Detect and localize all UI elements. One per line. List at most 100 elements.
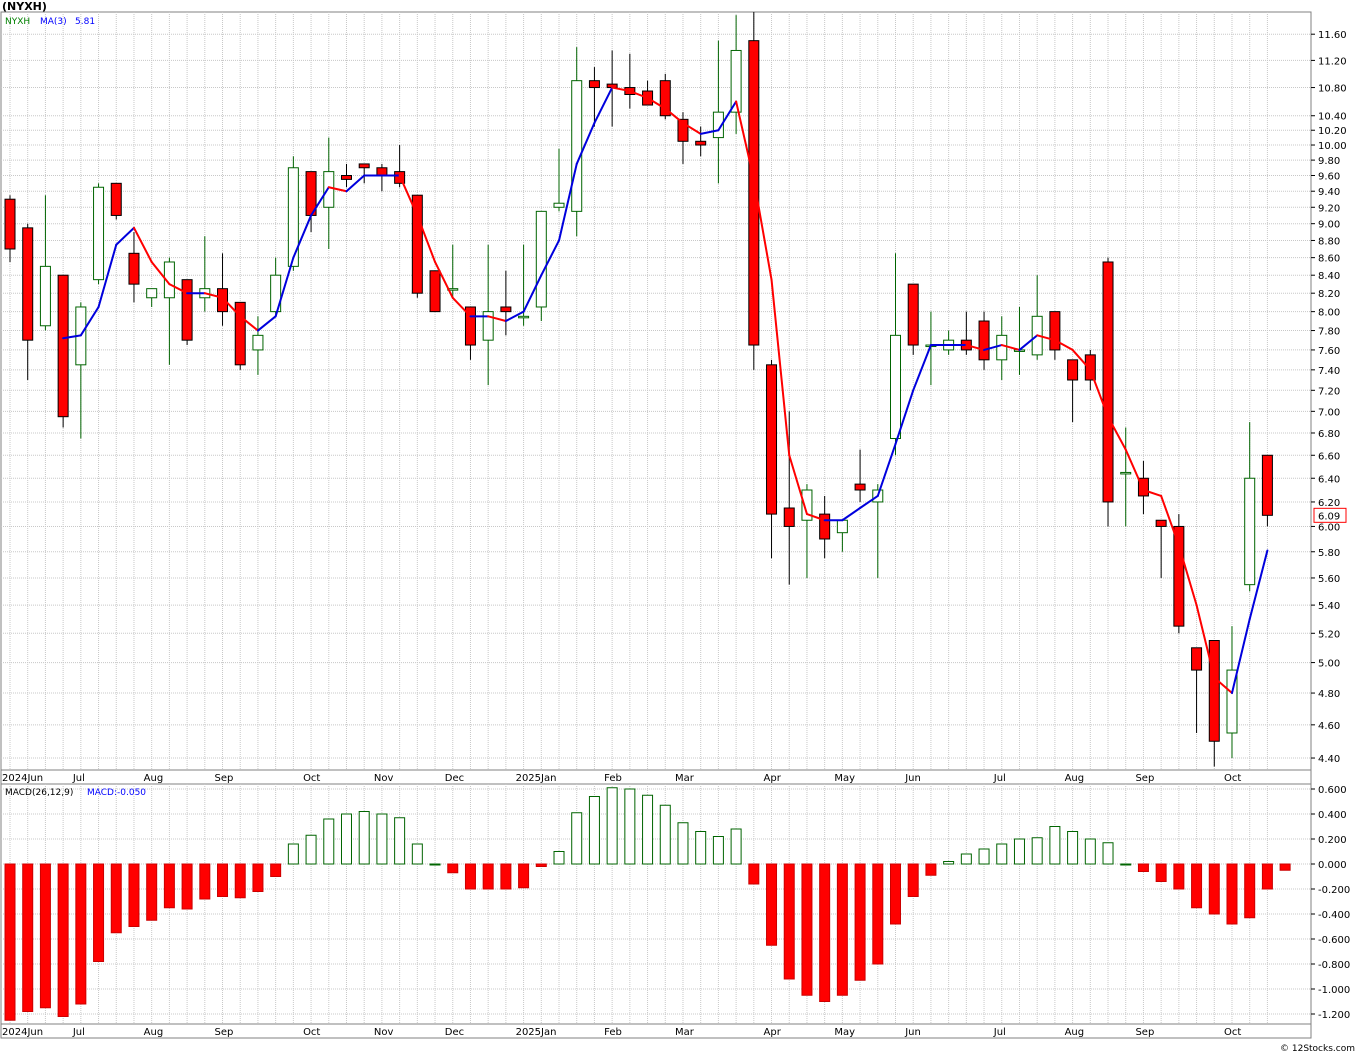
- macd-bar-positive: [606, 787, 618, 865]
- ma-segment: [1177, 544, 1198, 607]
- macd-bar-negative: [181, 863, 193, 910]
- macd-y-tick-label: -1.200: [1318, 1010, 1350, 1021]
- price-y-tick-label: 8.60: [1318, 254, 1340, 265]
- x-tick-label: Dec: [445, 773, 464, 784]
- price-y-tick-label: 8.20: [1318, 289, 1340, 300]
- candle-down: [57, 274, 69, 418]
- x-tick-label: Nov: [374, 1027, 394, 1038]
- price-y-tick-label: 11.20: [1318, 56, 1347, 67]
- candle-down: [588, 80, 600, 89]
- ma-segment: [717, 100, 738, 132]
- x-tick-label: Jul: [993, 1027, 1006, 1038]
- price-y-tick-label: 4.60: [1318, 721, 1340, 732]
- x-axis-upper: 2024Jun Jul Aug Sep Oct Nov Dec 2025Jan Feb Mar Ap…: [0, 769, 1312, 785]
- candle-down: [4, 198, 16, 250]
- x-tick-label: 2025Jan: [516, 1027, 557, 1038]
- ma-segment: [1142, 489, 1163, 497]
- macd-bar-negative: [819, 863, 831, 1002]
- macd-bar-negative: [482, 863, 494, 890]
- candle-up: [482, 311, 494, 341]
- macd-bar-positive: [642, 794, 654, 865]
- x-tick-label: May: [834, 773, 855, 784]
- macd-bar-negative: [57, 863, 69, 1017]
- x-tick-label: Aug: [144, 773, 164, 784]
- ma-segment: [1036, 334, 1056, 342]
- x-tick-label: Mar: [675, 1027, 695, 1038]
- macd-bar-negative: [1226, 863, 1238, 925]
- macd-bar-negative: [890, 863, 901, 925]
- macd-bar-negative: [447, 863, 459, 874]
- candle-up: [252, 334, 264, 351]
- ma-segment: [1160, 494, 1180, 547]
- macd-bar-positive: [571, 812, 583, 865]
- price-y-tick-label: 4.80: [1318, 689, 1340, 700]
- price-y-tick-label: 8.80: [1318, 236, 1340, 247]
- candle-down: [110, 182, 122, 216]
- ma-segment: [434, 260, 454, 299]
- price-y-tick-label: 8.40: [1318, 271, 1340, 282]
- ma-segment: [79, 305, 100, 337]
- x-tick-label: Oct: [303, 1027, 320, 1038]
- candle-down: [695, 140, 707, 146]
- x-tick-label: Aug: [1065, 773, 1085, 784]
- macd-bar-negative: [110, 863, 122, 934]
- x-tick-label: 2025Jan: [516, 773, 557, 784]
- macd-bar-positive: [730, 828, 742, 865]
- ma-segment: [310, 186, 330, 217]
- candle-down: [659, 80, 671, 117]
- legend-ma-label: MA(3): [40, 17, 67, 27]
- x-tick-label: Sep: [1135, 1027, 1154, 1038]
- candle-down: [783, 507, 795, 527]
- macd-bar-negative: [801, 863, 813, 996]
- macd-y-tick-label: 0.000: [1318, 860, 1347, 871]
- macd-bar-positive: [1120, 863, 1132, 866]
- price-y-tick-label: 7.60: [1318, 346, 1340, 357]
- candle-up: [287, 167, 299, 267]
- candle-down: [128, 252, 140, 285]
- candle-up: [801, 489, 813, 521]
- price-y-tick-label: 7.80: [1318, 327, 1340, 338]
- candle-up: [730, 49, 742, 113]
- ma-segment: [1000, 344, 1021, 351]
- x-tick-label: 2024Jun: [2, 773, 43, 784]
- price-y-tick-label: 9.80: [1318, 156, 1340, 167]
- macd-bar-positive: [553, 851, 565, 865]
- ma-segment: [540, 239, 561, 277]
- ma-segment: [611, 86, 631, 93]
- macd-bar-positive: [1013, 838, 1025, 865]
- price-y-axis: 4.40 4.60 4.80 5.00 5.20 5.40 5.60 5.80 6.00 6.20…: [1311, 30, 1347, 765]
- price-y-tick-label: 6.20: [1318, 498, 1340, 509]
- macd-bar-positive: [712, 836, 724, 865]
- macd-bar-positive: [305, 834, 317, 865]
- ma-segment: [699, 129, 720, 135]
- macd-value-label: MACD:-0.050: [87, 788, 146, 798]
- ma-segment: [256, 315, 277, 332]
- candle-up: [571, 80, 583, 212]
- x-tick-label: Jul: [72, 773, 85, 784]
- price-y-tick-label: 5.80: [1318, 548, 1340, 559]
- ma-segment: [398, 174, 419, 217]
- ma-segment: [345, 174, 366, 193]
- ma-segment: [575, 121, 596, 165]
- macd-y-tick-label: 0.600: [1318, 785, 1347, 796]
- candle-down: [854, 483, 866, 491]
- x-tick-label: Sep: [215, 773, 234, 784]
- ma-segment: [664, 107, 684, 124]
- x-tick-label: Apr: [764, 773, 782, 784]
- price-y-tick-label: 7.20: [1318, 386, 1340, 397]
- ma-segment: [115, 226, 135, 246]
- macd-bar-negative: [270, 863, 282, 877]
- price-y-tick-label: 7.00: [1318, 407, 1340, 418]
- macd-bar-negative: [217, 863, 229, 897]
- price-y-tick-label: 9.20: [1318, 203, 1340, 214]
- last-price-tag-box: [1313, 507, 1347, 523]
- macd-bar-negative: [500, 863, 512, 890]
- ma-line: [62, 86, 1269, 695]
- x-tick-label: Jun: [904, 1027, 921, 1038]
- macd-bar-positive: [695, 831, 707, 865]
- x-tick-label: Feb: [604, 1027, 622, 1038]
- macd-bar-negative: [872, 863, 884, 965]
- candle-down: [340, 174, 352, 180]
